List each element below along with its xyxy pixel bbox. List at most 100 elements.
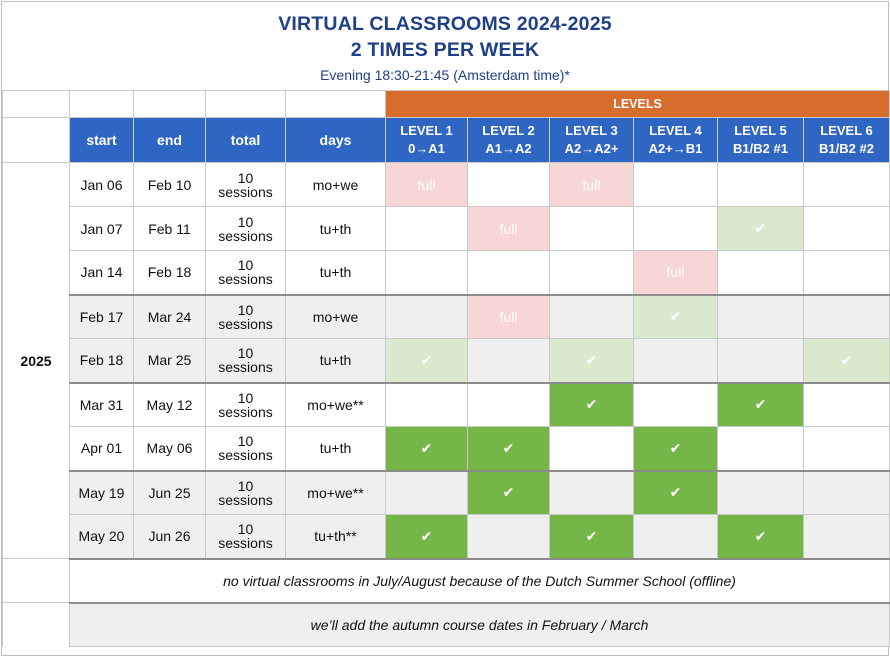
- table-row: Apr 01 May 06 10 sessions tu+th ✔ ✔ ✔: [3, 426, 890, 471]
- level-3-cell: [549, 426, 634, 471]
- total-sessions: 10 sessions: [205, 338, 286, 383]
- session-count: 10: [237, 389, 254, 406]
- check-icon: ✔: [717, 206, 804, 251]
- schedule-body: 2025 Jan 06 Feb 10 10 sessions mo+we full full J…: [2, 162, 890, 647]
- days: mo+we: [285, 162, 386, 207]
- level-5-cell: [717, 162, 804, 207]
- end-date: May 12: [133, 381, 206, 427]
- level-2-full-badge: full: [467, 293, 550, 339]
- session-count: 10: [237, 213, 254, 230]
- header-level-4: LEVEL 4 A2+→B1: [633, 117, 718, 163]
- session-count: 10: [237, 169, 254, 186]
- end-date: Jun 26: [133, 514, 206, 559]
- session-unit: sessions: [218, 315, 273, 332]
- year-header-cell: [2, 117, 70, 163]
- total-sessions: 10 sessions: [205, 293, 286, 339]
- level-range: A2+→B1: [648, 141, 703, 156]
- header-row: start end total days LEVEL 1 0→A1 LEVEL 2…: [2, 117, 890, 163]
- check-icon: ✔: [633, 293, 718, 339]
- level-range: A2→A2+: [564, 141, 619, 156]
- levels-banner-row: LEVELS: [2, 90, 890, 118]
- header-end: end: [133, 117, 206, 163]
- table-row: Feb 18 Mar 25 10 sessions tu+th ✔ ✔ ✔: [3, 338, 890, 383]
- level-4-cell: [633, 381, 718, 427]
- check-icon: ✔: [385, 338, 468, 383]
- session-count: 10: [237, 521, 254, 538]
- check-icon: ✔: [802, 338, 890, 383]
- header-days: days: [285, 117, 386, 163]
- level-5-cell: [717, 469, 804, 515]
- check-icon: ✔: [467, 469, 550, 515]
- end-date: May 06: [133, 426, 206, 471]
- level-1-full-badge: full: [385, 162, 468, 207]
- level-3-cell: [549, 293, 634, 339]
- total-sessions: 10 sessions: [205, 426, 286, 471]
- header-start: start: [69, 117, 134, 163]
- level-4-full-badge: full: [633, 250, 718, 295]
- start-date: Feb 18: [69, 338, 134, 383]
- level-5-cell: [717, 250, 804, 295]
- table-row: May 19 Jun 25 10 sessions mo+we** ✔ ✔: [3, 469, 890, 515]
- blank-cell: [2, 90, 70, 118]
- table-row: Mar 31 May 12 10 sessions mo+we** ✔ ✔: [3, 381, 890, 427]
- level-4-cell: [633, 162, 718, 207]
- start-date: Apr 01: [69, 426, 134, 471]
- level-name: LEVEL 1: [400, 123, 453, 138]
- level-5-cell: [717, 293, 804, 339]
- session-unit: sessions: [218, 359, 273, 376]
- session-unit: sessions: [218, 491, 273, 508]
- header-level-1: LEVEL 1 0→A1: [385, 117, 468, 163]
- level-2-cell: [467, 381, 550, 427]
- level-6-cell: [802, 381, 890, 427]
- check-icon: ✔: [633, 426, 718, 471]
- total-sessions: 10 sessions: [205, 206, 286, 251]
- blank-cell: [205, 90, 286, 118]
- level-name: LEVEL 3: [565, 123, 618, 138]
- end-date: Mar 25: [133, 338, 206, 383]
- check-icon: ✔: [549, 514, 634, 559]
- total-sessions: 10 sessions: [205, 162, 286, 207]
- session-count: 10: [237, 257, 254, 274]
- table-row: May 20 Jun 26 10 sessions tu+th** ✔ ✔ ✔: [3, 514, 890, 559]
- days: tu+th: [285, 206, 386, 251]
- blank-cell: [2, 602, 70, 647]
- start-date: Jan 06: [69, 162, 134, 207]
- total-sessions: 10 sessions: [205, 469, 286, 515]
- days: tu+th**: [285, 514, 386, 559]
- start-date: May 19: [69, 469, 134, 515]
- level-3-cell: [549, 250, 634, 295]
- level-1-cell: [385, 206, 468, 251]
- check-icon: ✔: [549, 338, 634, 383]
- header-total: total: [205, 117, 286, 163]
- level-6-cell: [802, 469, 890, 515]
- footnote: we’ll add the autumn course dates in Feb…: [68, 601, 890, 647]
- total-sessions: 10 sessions: [205, 381, 286, 427]
- level-2-cell: [467, 250, 550, 295]
- header-level-5: LEVEL 5 B1/B2 #1: [717, 117, 804, 163]
- check-icon: ✔: [467, 426, 550, 471]
- level-3-cell: [549, 469, 634, 515]
- footnote: no virtual classrooms in July/August bec…: [68, 557, 890, 603]
- level-2-full-badge: full: [467, 206, 550, 251]
- table-row: Jan 07 Feb 11 10 sessions tu+th full ✔: [3, 206, 890, 251]
- level-range: 0→A1: [408, 141, 445, 156]
- level-2-cell: [467, 338, 550, 383]
- title-area: VIRTUAL CLASSROOMS 2024-2025 2 TIMES PER…: [2, 2, 888, 91]
- level-6-cell: [802, 250, 890, 295]
- level-6-cell: [802, 162, 890, 207]
- level-1-cell: [385, 250, 468, 295]
- session-count: 10: [237, 301, 254, 318]
- session-count: 10: [237, 433, 254, 450]
- session-unit: sessions: [218, 403, 273, 420]
- level-2-cell: [467, 162, 550, 207]
- session-unit: sessions: [218, 183, 273, 200]
- level-4-cell: [633, 338, 718, 383]
- level-3-full-badge: full: [549, 162, 634, 207]
- table-row: Jan 14 Feb 18 10 sessions tu+th full: [3, 250, 890, 295]
- total-sessions: 10 sessions: [205, 514, 286, 559]
- blank-cell: [2, 558, 70, 603]
- total-sessions: 10 sessions: [205, 250, 286, 295]
- start-date: Feb 17: [69, 293, 134, 339]
- check-icon: ✔: [717, 381, 804, 427]
- start-date: Jan 07: [69, 206, 134, 251]
